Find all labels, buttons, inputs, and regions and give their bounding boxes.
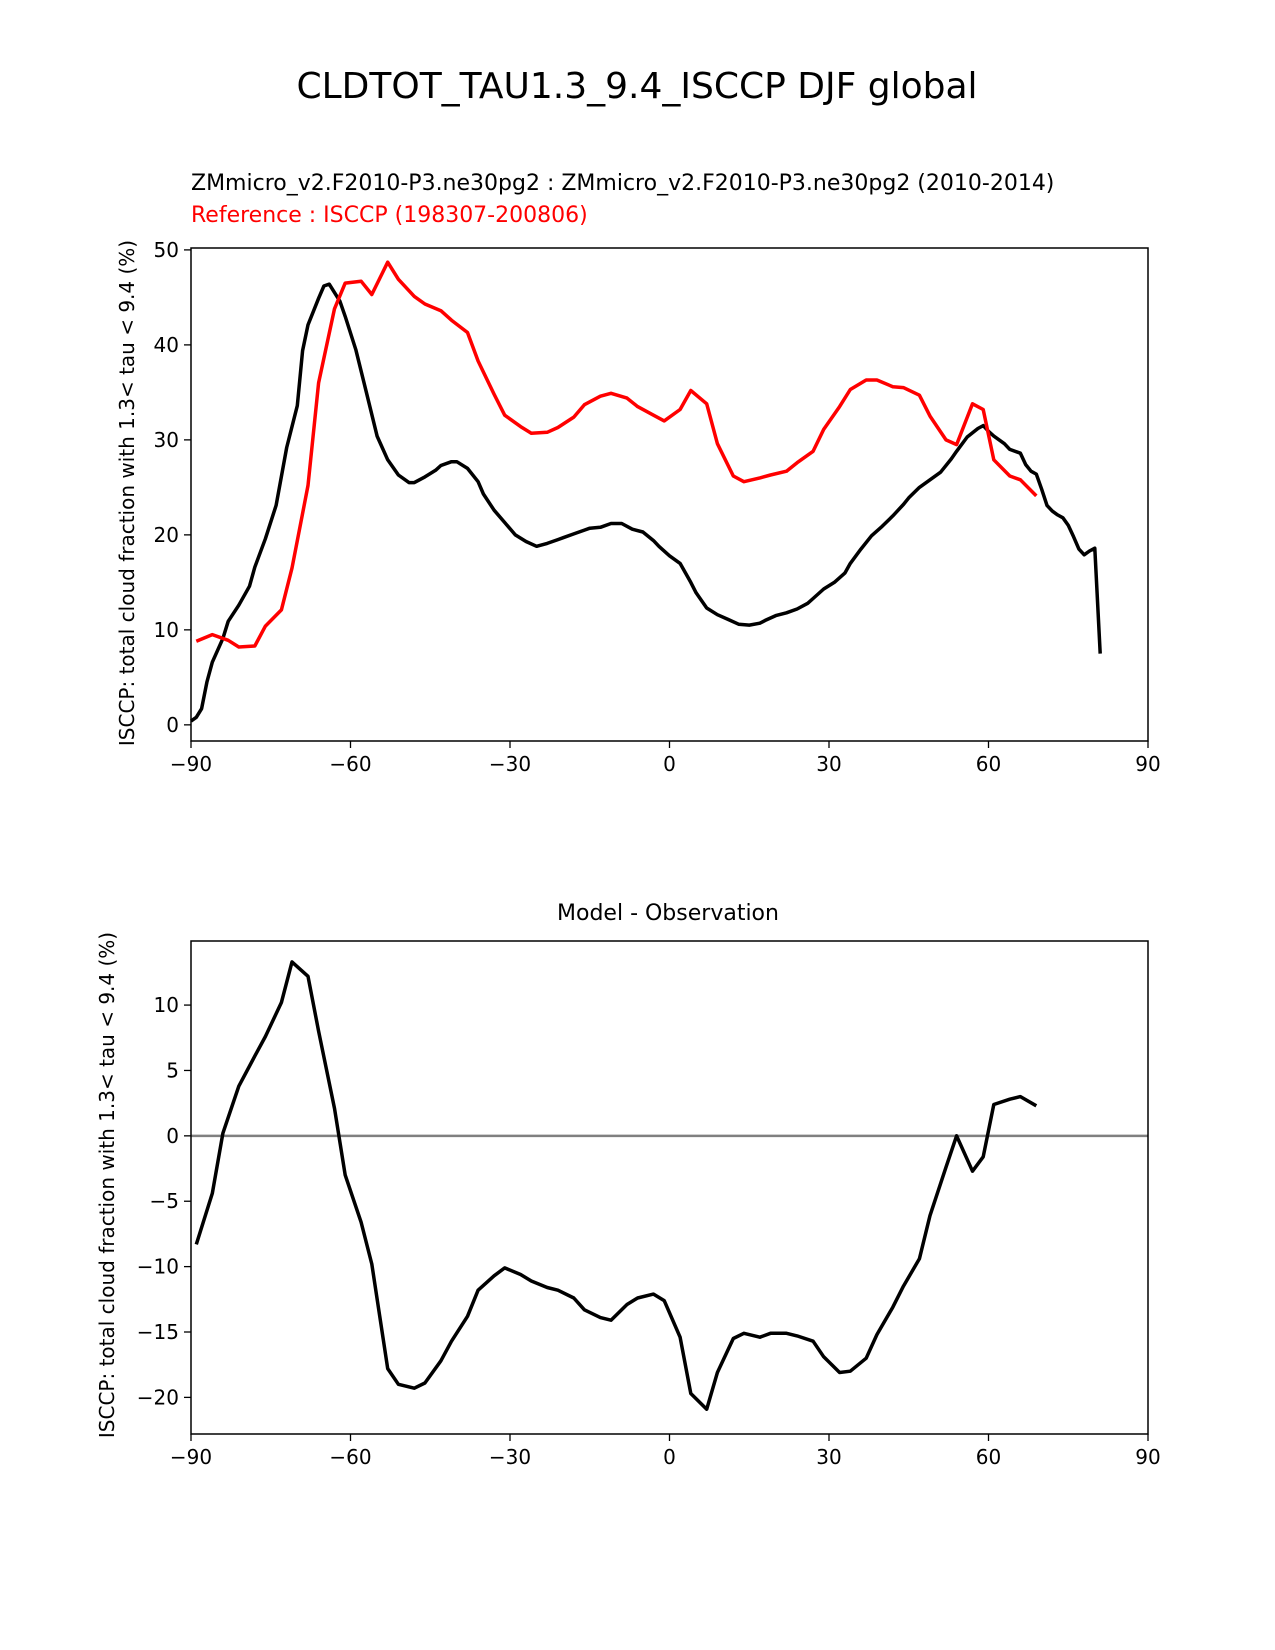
- bottom-chart-x-tick-label: 30: [816, 1445, 841, 1469]
- bottom-chart-y-tick-label: 0: [166, 1124, 179, 1148]
- bottom-chart-y-tick-label: 5: [166, 1058, 179, 1082]
- bottom-chart-plot-area: −90 −60 −30 0 30 60 90 −20 −15 −10 −5 0 5 10: [137, 940, 1161, 1469]
- top-chart-x-tick-label: 60: [976, 752, 1001, 776]
- top-chart-series-line-1: [189, 282, 1102, 723]
- figure-title: CLDTOT_TAU1.3_9.4_ISCCP DJF global: [296, 66, 977, 107]
- bottom-chart-y-tick-label: −5: [150, 1189, 179, 1213]
- top-chart-plot-area: −90 −60 −30 0 30 60 90 0 10 20 30 40 50: [154, 238, 1161, 776]
- bottom-chart-y-axis-label: ISCCP: total cloud fraction with 1.3< ta…: [95, 932, 119, 1438]
- top-chart-x-tick-label: −60: [329, 752, 371, 776]
- top-chart: ZMmicro_v2.F2010-P3.ne30pg2 : ZMmicro_v2…: [115, 171, 1161, 776]
- top-chart-x-tick-label: 0: [663, 752, 676, 776]
- top-chart-y-tick-label: 10: [154, 618, 179, 642]
- top-chart-series-line-2: [195, 260, 1038, 649]
- bottom-chart-x-tick-label: 0: [663, 1445, 676, 1469]
- top-chart-y-tick-label: 20: [154, 523, 179, 547]
- bottom-chart-x-tick-label: 60: [976, 1445, 1001, 1469]
- top-chart-x-tick-label: −90: [170, 752, 212, 776]
- top-chart-subtitle-reference: Reference : ISCCP (198307-200806): [191, 203, 588, 228]
- bottom-chart: Model - Observation ISCCP: total cloud f…: [95, 901, 1161, 1469]
- top-chart-y-axis-label: ISCCP: total cloud fraction with 1.3< ta…: [115, 240, 139, 746]
- bottom-chart-y-tick-label: −10: [137, 1255, 179, 1279]
- top-chart-axes-frame: [190, 247, 1149, 742]
- top-chart-x-tick-label: 30: [816, 752, 841, 776]
- top-chart-x-tick-label: 90: [1135, 752, 1160, 776]
- top-chart-subtitle-model: ZMmicro_v2.F2010-P3.ne30pg2 : ZMmicro_v2…: [191, 171, 1054, 196]
- top-chart-y-tick-label: 50: [154, 238, 179, 262]
- bottom-chart-y-tick-label: −15: [137, 1320, 179, 1344]
- bottom-chart-x-tick-label: −90: [170, 1445, 212, 1469]
- bottom-chart-x-tick-label: 90: [1135, 1445, 1160, 1469]
- bottom-chart-axes-frame: [190, 940, 1149, 1435]
- top-chart-y-tick-label: 30: [154, 428, 179, 452]
- bottom-chart-series-line-1: [194, 960, 1038, 1411]
- top-chart-x-tick-label: −30: [489, 752, 531, 776]
- top-chart-y-tick-label: 0: [166, 713, 179, 737]
- bottom-chart-x-tick-label: −30: [489, 1445, 531, 1469]
- bottom-chart-title: Model - Observation: [557, 901, 779, 926]
- bottom-chart-y-tick-label: 10: [154, 993, 179, 1017]
- top-chart-y-tick-label: 40: [154, 333, 179, 357]
- bottom-chart-x-tick-label: −60: [329, 1445, 371, 1469]
- bottom-chart-y-tick-label: −20: [137, 1385, 179, 1409]
